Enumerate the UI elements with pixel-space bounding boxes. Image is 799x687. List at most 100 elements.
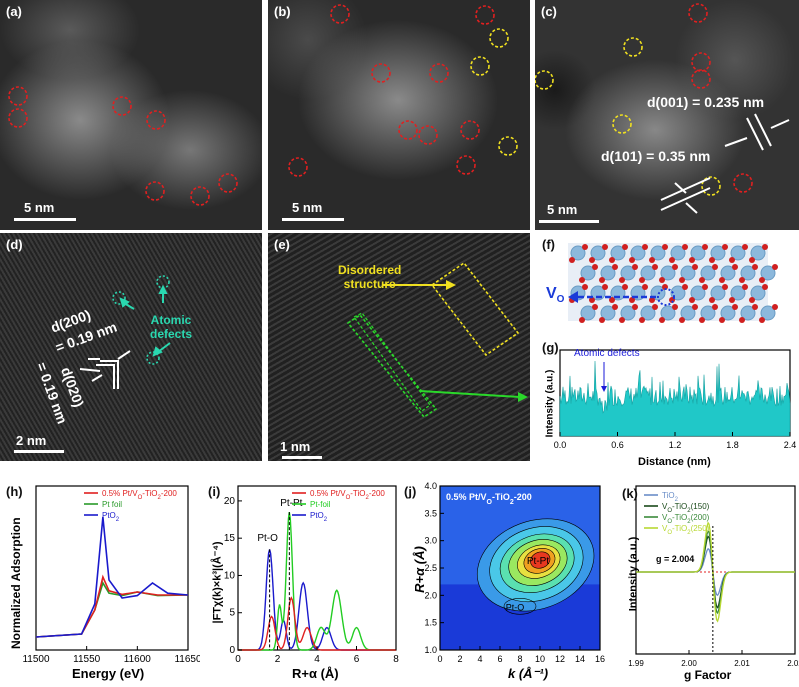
o-atom [729, 257, 735, 263]
x-tick-label: 2 [275, 654, 281, 665]
ti-atom [710, 285, 726, 301]
panel-j-wavelet: Pt-Pt Pt-O 0 2 4 6 8 10 12 14 16 1.0 1.5 2.0 2.5 3.0 3.5… [400, 478, 610, 687]
panel-i-chart: Pt-Pt Pt-O 0 2 4 6 8 0 5 10 15 20 0.5% Pt/VO-TiO2-20… [224, 485, 399, 665]
k-ylabel: Intensity (a.u.) [627, 536, 640, 612]
x-tick-label: 2.4 [784, 440, 797, 450]
panel-a-defect-markers [8, 86, 238, 206]
o-atom [699, 277, 705, 283]
x-tick-label: 6 [354, 654, 360, 665]
panel-a-label: (a) [6, 4, 22, 19]
vo-label: VO [546, 285, 564, 305]
panel-g-intensity-profile: 0.0 0.6 1.2 1.8 2.4 (g) Atomic defects Inten… [538, 336, 799, 471]
o-atom [749, 257, 755, 263]
x-tick-label: 8 [393, 654, 399, 665]
x-tick-label: 0 [437, 654, 442, 664]
ptpt-label: Pt-Pt [280, 498, 302, 509]
o-atom [772, 264, 778, 270]
ti-atom [620, 265, 636, 281]
x-tick-label: 10 [535, 654, 545, 664]
o-atom [639, 277, 645, 283]
o-atom [612, 304, 618, 310]
g-value-label: g = 2.004 [656, 554, 694, 564]
scale-bar [14, 218, 76, 221]
panel-g-chart: 0.0 0.6 1.2 1.8 2.4 [554, 349, 797, 450]
o-atom [709, 297, 715, 303]
o-atom [742, 284, 748, 290]
o-atom [682, 284, 688, 290]
o-atom [672, 264, 678, 270]
o-atom [589, 257, 595, 263]
o-atom [649, 297, 655, 303]
ti-atom [600, 265, 616, 281]
o-atom [732, 264, 738, 270]
x-tick-label: 0 [235, 654, 241, 665]
wt-title: 0.5% Pt/VO-TiO2-200 [446, 492, 532, 506]
o-atom [619, 277, 625, 283]
scale-bar [539, 220, 599, 223]
ti-atom [620, 305, 636, 321]
o-atom [629, 297, 635, 303]
panel-i-ft-exafs: Pt-Pt Pt-O 0 2 4 6 8 0 5 10 15 20 0.5% Pt/VO-TiO2-20… [200, 478, 400, 687]
panel-d-overlay [79, 275, 171, 389]
ti-atom [660, 265, 676, 281]
ti-atom [750, 245, 766, 261]
ti-atom [740, 305, 756, 321]
o-atom [732, 304, 738, 310]
vacancy-arrowhead [568, 291, 578, 303]
x-tick-label: 12 [555, 654, 565, 664]
panel-b-tem-image: (b) 5 nm [268, 0, 530, 230]
ti-atom [650, 245, 666, 261]
o-atom [609, 257, 615, 263]
i-legend-1-text: Pt-foil [310, 500, 331, 509]
axes-frame [35, 485, 189, 651]
x-tick-label: 8 [517, 654, 522, 664]
o-atom [722, 284, 728, 290]
ti-atom [700, 305, 716, 321]
panel-e-label: (e) [274, 237, 290, 252]
o-atom [702, 244, 708, 250]
xanes-series-1 [35, 574, 188, 638]
j-ylabel: R+α (Å) [411, 546, 427, 593]
ti-atom [640, 265, 656, 281]
o-atom [632, 304, 638, 310]
scale-bar [14, 450, 64, 453]
j-xlabel: k (Å⁻¹) [508, 666, 549, 681]
k-legend-0-text: TiO2 [662, 491, 679, 503]
ti-atom [740, 265, 756, 281]
ti-atom [580, 305, 596, 321]
h-legend-1-text: Pt foil [102, 500, 122, 509]
o-atom [602, 244, 608, 250]
panel-c-tem-image: (c) d(001) = 0.235 nm d(101) = 0.35 nm 5… [535, 0, 799, 230]
o-atom [752, 264, 758, 270]
scale-label: 1 nm [280, 439, 311, 454]
y-tick-label: 0 [229, 645, 235, 656]
x-tick-label: 2.00 [681, 659, 697, 668]
defect-pointer-head [601, 386, 607, 392]
ti-atom [750, 285, 766, 301]
ti-atom [720, 265, 736, 281]
x-tick-label: 16 [595, 654, 605, 664]
scale-bar [282, 218, 344, 221]
o-atom [569, 257, 575, 263]
o-atom [609, 297, 615, 303]
x-tick-label: 11600 [124, 654, 152, 665]
ti-atom [590, 245, 606, 261]
h-legend-2-text: PtO2 [102, 511, 120, 523]
ti-atom [730, 285, 746, 301]
k-legend-2-text: VO-TiO2(200) [662, 513, 710, 525]
k-xlabel: g Factor [684, 668, 732, 682]
disordered-structure-label: Disordered structure [338, 263, 402, 291]
o-atom [619, 317, 625, 323]
o-atom [592, 304, 598, 310]
o-atom [599, 317, 605, 323]
panel-f-label: (f) [542, 237, 555, 252]
k-legend-1-text: VO-TiO2(150) [662, 502, 710, 514]
y-tick-label: 15 [224, 533, 236, 544]
scale-label: 5 nm [24, 200, 55, 215]
d001-label: d(001) = 0.235 nm [647, 94, 765, 110]
x-tick-label: 11550 [73, 654, 101, 665]
x-tick-label: 0.0 [554, 440, 567, 450]
ti-atom [680, 305, 696, 321]
o-atom [739, 277, 745, 283]
xanes-series-2 [35, 516, 189, 638]
